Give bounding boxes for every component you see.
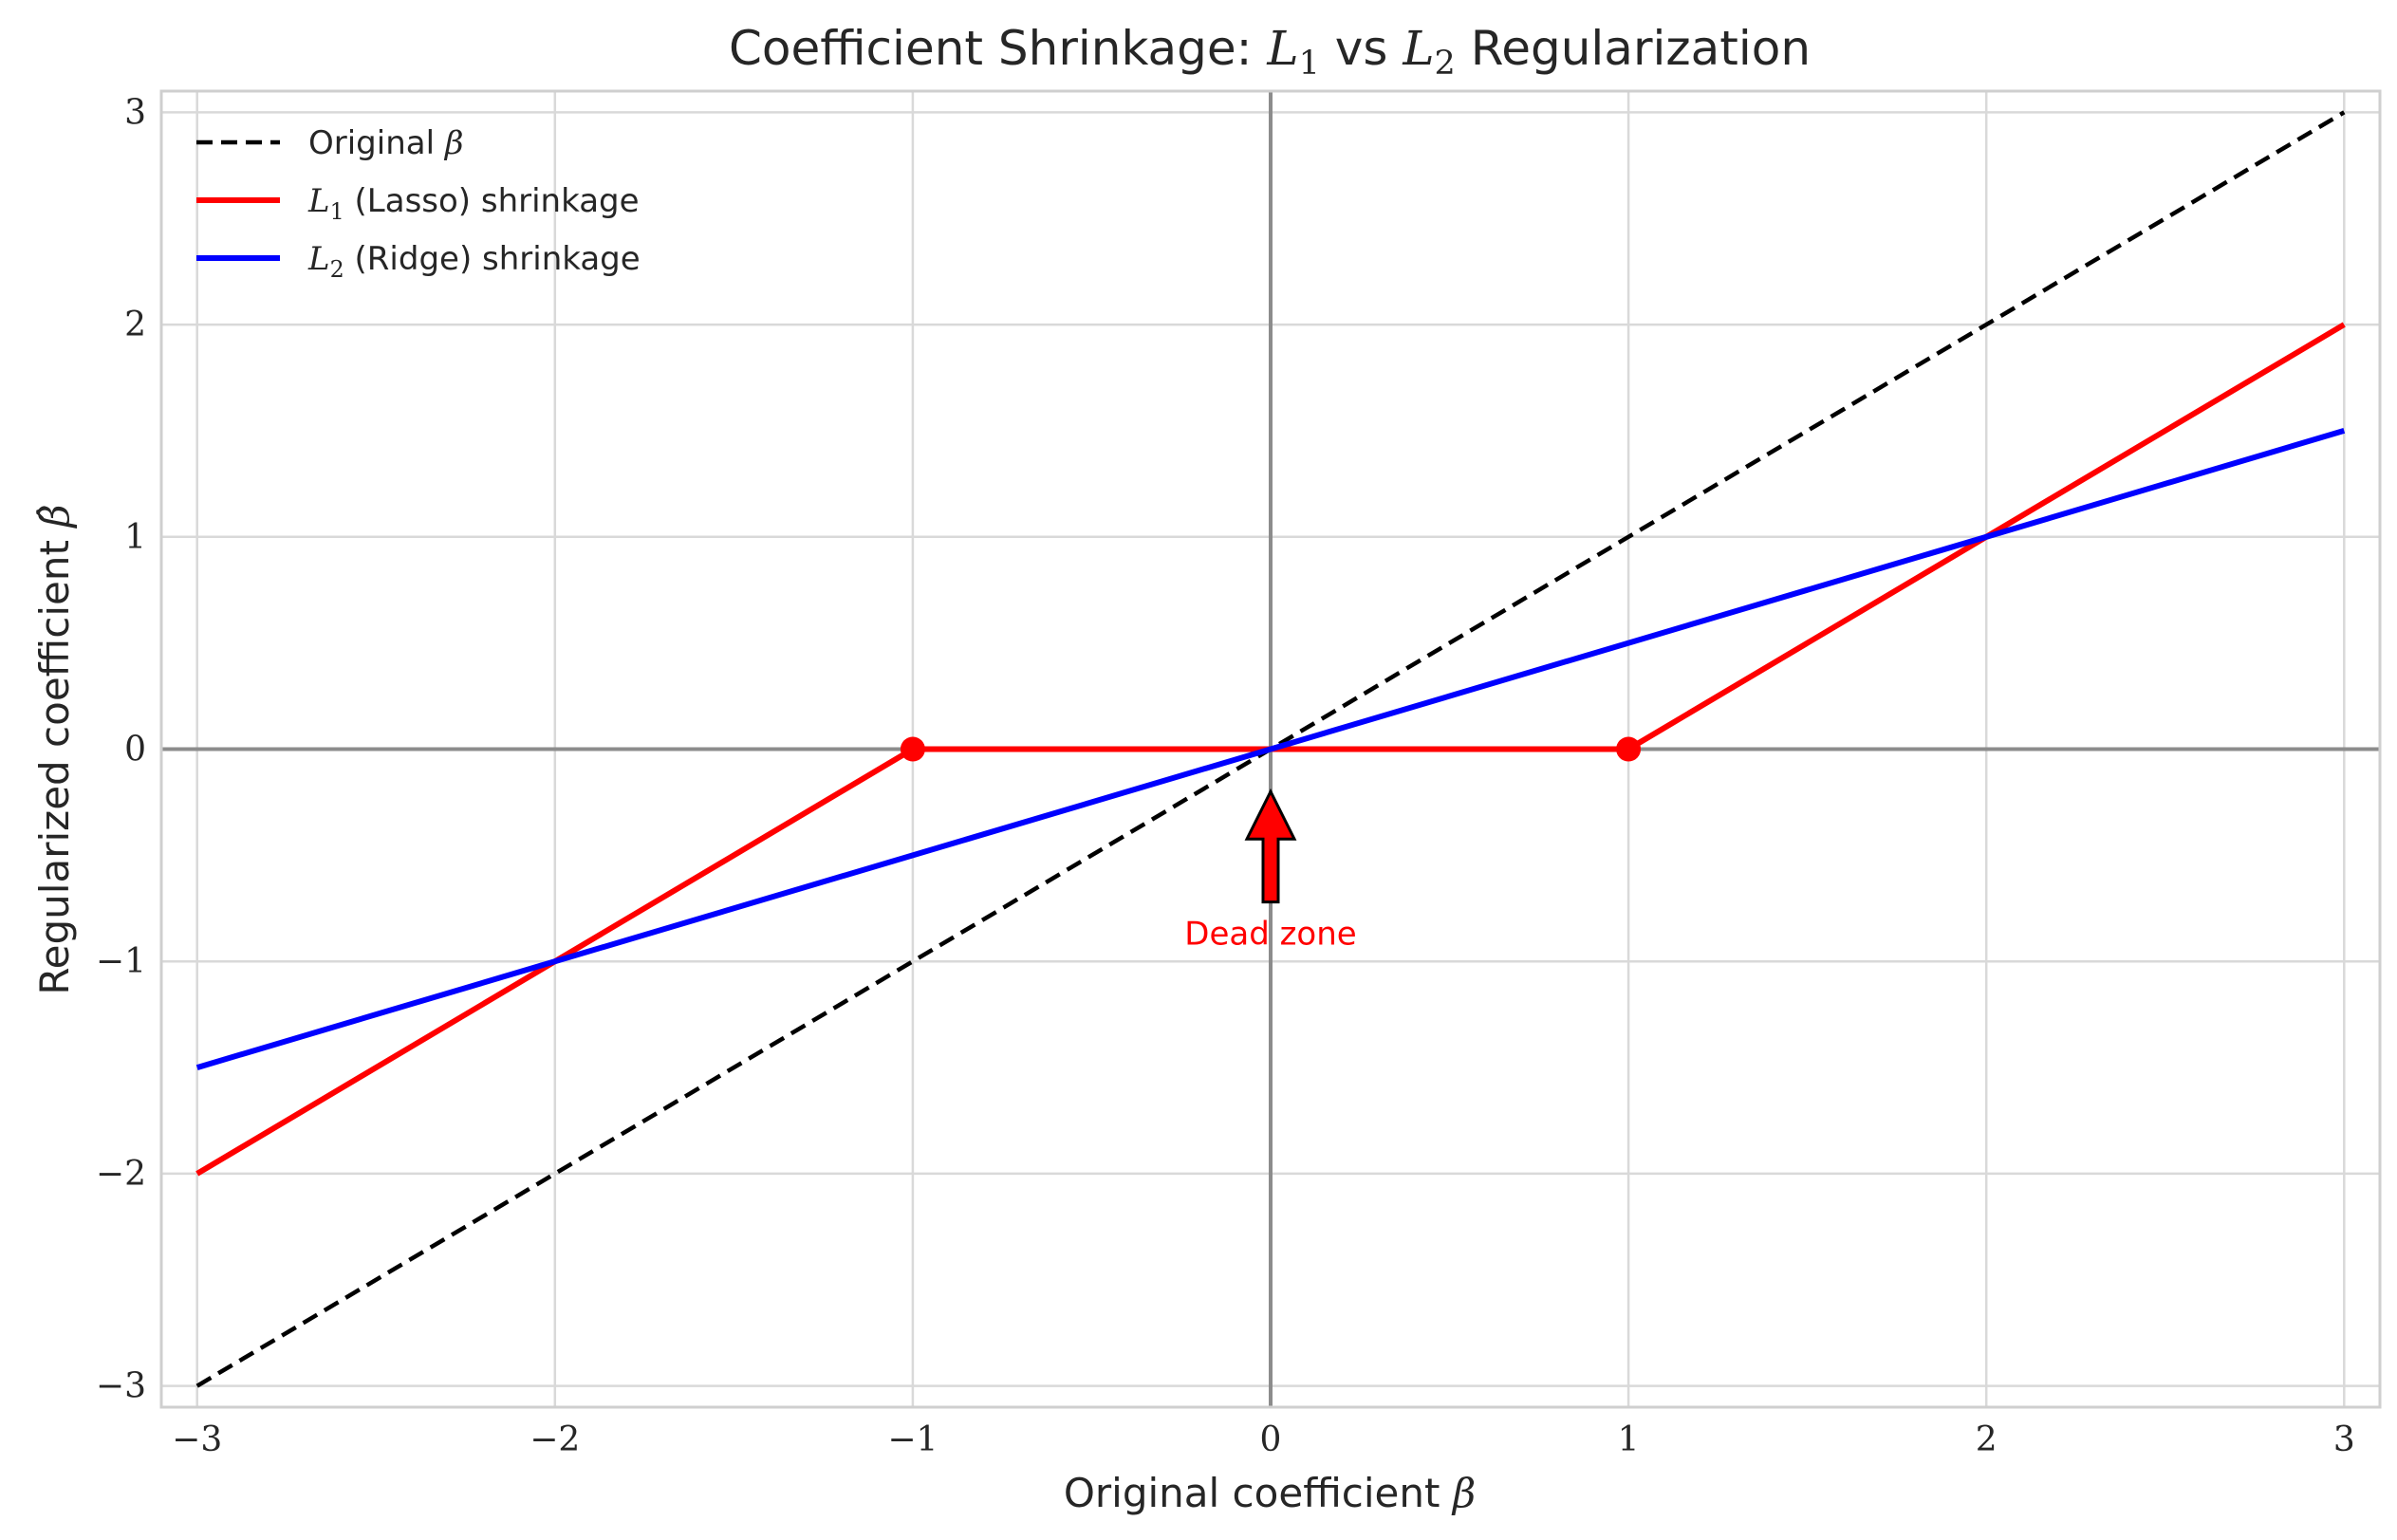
dead-zone-label: Dead zone [1184, 916, 1356, 954]
annotation-group: Dead zone [1184, 788, 1357, 954]
y-axis-label: Regularized coefficient β̂ [31, 504, 78, 994]
legend-label-lasso: L1 (Lasso) shrinkage [307, 182, 640, 225]
y-tick-label: −2 [96, 1155, 146, 1194]
kink-marker [1616, 736, 1642, 762]
y-tick-label: 1 [124, 518, 146, 557]
x-tick-label: 3 [2333, 1420, 2355, 1459]
chart-title: Coefficient Shrinkage: L1 vs L2 Regulari… [729, 21, 1811, 83]
x-tick-label: 1 [1618, 1420, 1640, 1459]
dead-zone-arrow [1244, 788, 1297, 904]
y-tick-label: 0 [124, 731, 146, 770]
y-tick-label: 3 [124, 93, 146, 132]
y-tick-label: −3 [96, 1367, 146, 1406]
legend-label-original: Original β [308, 124, 464, 162]
series-group [195, 110, 2346, 1388]
legend: Original β L1 (Lasso) shrinkage L2 (Ridge)… [196, 124, 641, 283]
x-tick-label: 2 [1976, 1420, 1998, 1459]
x-tick-label: 0 [1260, 1420, 1282, 1459]
y-tick-label: −1 [96, 942, 146, 981]
x-tick-label: −2 [530, 1420, 580, 1459]
x-tick-label: −1 [887, 1420, 938, 1459]
tick-labels: −3 −2 −1 0 1 2 3 −3 −2 −1 0 1 2 3 [96, 93, 2355, 1459]
marker-group [900, 736, 1642, 762]
kink-marker [900, 736, 925, 762]
y-tick-label: 2 [124, 306, 146, 344]
series-line-ridge [195, 428, 2346, 1070]
legend-label-ridge: L2 (Ridge) shrinkage [307, 240, 641, 283]
plot-frame [159, 89, 2382, 1409]
x-tick-label: −3 [172, 1420, 222, 1459]
x-axis-label: Original coefficient β [1064, 1470, 1476, 1516]
